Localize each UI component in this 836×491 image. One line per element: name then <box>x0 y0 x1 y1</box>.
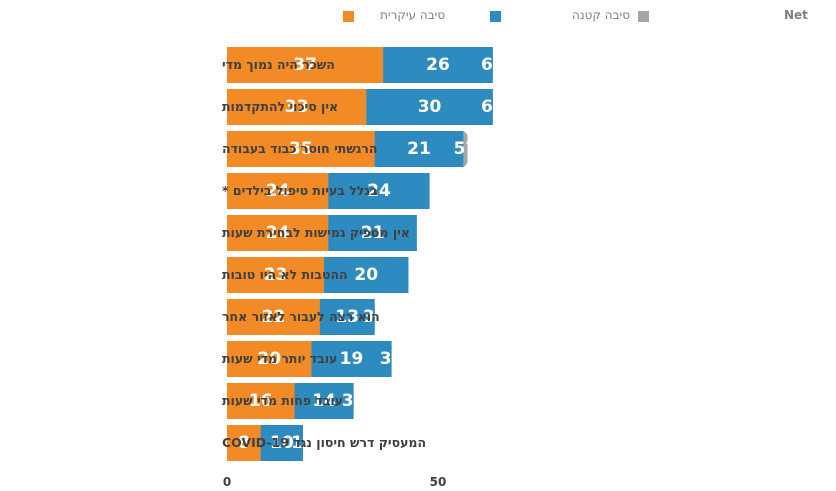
x-tick-label: 0 <box>223 475 231 489</box>
minor-reason-value-label: 14 <box>312 391 336 411</box>
minor-reason-bar <box>324 257 409 293</box>
main-reason-value-label: 33 <box>285 97 309 117</box>
minor-reason-value-label: 10 <box>270 433 294 453</box>
net-value-label: 39 <box>380 349 404 369</box>
net-value-label: 63 <box>481 97 505 117</box>
net-value-label: 30 <box>342 391 366 411</box>
net-value-label: 63 <box>481 55 505 75</box>
minor-reason-bar <box>366 89 493 125</box>
category-label: אין סיכוי להתקדמות <box>222 99 338 114</box>
category-label: המעסיק דרש חיסון נגד COVID-19 <box>222 435 426 450</box>
main-reason-value-label: 23 <box>264 265 288 285</box>
main-reason-value-label: 20 <box>257 349 281 369</box>
main-reason-bar <box>227 383 295 419</box>
minor-reason-bar <box>383 47 493 83</box>
minor-reason-bar <box>311 341 392 377</box>
category-label: אין מספיק גמישות לבחירת שעות <box>222 225 410 240</box>
minor-reason-bar <box>294 383 354 419</box>
legend-net-swatch <box>638 11 649 22</box>
category-label: הרגשתי חוסר כבוד בעבודה <box>222 141 378 156</box>
legend-minor-swatch <box>490 11 501 22</box>
main-reason-value-label: 24 <box>266 181 290 201</box>
minor-reason-value-label: 24 <box>367 181 391 201</box>
legend-net-label: Net <box>784 8 808 22</box>
minor-reason-value-label: 30 <box>418 97 442 117</box>
main-reason-value-label: 8 <box>238 433 250 453</box>
minor-reason-bar <box>328 215 417 251</box>
main-reason-bar <box>227 299 320 335</box>
minor-reason-value-label: 26 <box>426 55 450 75</box>
main-reason-value-label: 35 <box>289 139 313 159</box>
minor-reason-value-label: 21 <box>361 223 385 243</box>
minor-reason-value-label: 19 <box>340 349 364 369</box>
minor-reason-value-label: 13 <box>335 307 359 327</box>
net-value-label: 35 <box>363 307 387 327</box>
x-tick-label: 50 <box>430 475 447 489</box>
main-reason-bar <box>227 257 325 293</box>
net-value-label: 18 <box>291 433 315 453</box>
main-reason-bar <box>227 425 261 461</box>
category-label: עובד פחות מדי שעות <box>222 393 343 408</box>
category-label: השכר היה נמוך מדי <box>222 57 335 72</box>
main-reason-value-label: 24 <box>266 223 290 243</box>
category-label: ההטבות לא היו טובות <box>222 267 348 282</box>
minor-reason-value-label: 20 <box>354 265 378 285</box>
main-reason-bar <box>227 47 384 83</box>
legend-minor-label: סיבה קטנה <box>572 8 631 22</box>
minor-reason-bar <box>328 173 430 209</box>
main-reason-value-label: 22 <box>262 307 286 327</box>
main-reason-bar <box>227 341 312 377</box>
main-reason-bar <box>227 215 329 251</box>
category-label: עובד יותר מדי שעות <box>222 351 337 366</box>
minor-reason-value-label: 21 <box>407 139 431 159</box>
minor-reason-bar <box>374 131 464 167</box>
main-reason-bar <box>227 131 375 167</box>
legend-main-label: סיבה עיקרית <box>380 8 446 22</box>
net-value-label: 57 <box>454 139 478 159</box>
main-reason-bar <box>227 173 329 209</box>
main-reason-bar <box>227 89 367 125</box>
legend-main-swatch <box>343 11 354 22</box>
main-reason-value-label: 16 <box>249 391 273 411</box>
minor-reason-bar <box>260 425 303 461</box>
minor-reason-bar <box>319 299 375 335</box>
category-label: בגלל בעיות טיפול בילדים * <box>222 183 378 198</box>
main-reason-value-label: 37 <box>293 55 317 75</box>
category-label: הוא רצה לעבור לאזור אחר <box>222 309 380 324</box>
